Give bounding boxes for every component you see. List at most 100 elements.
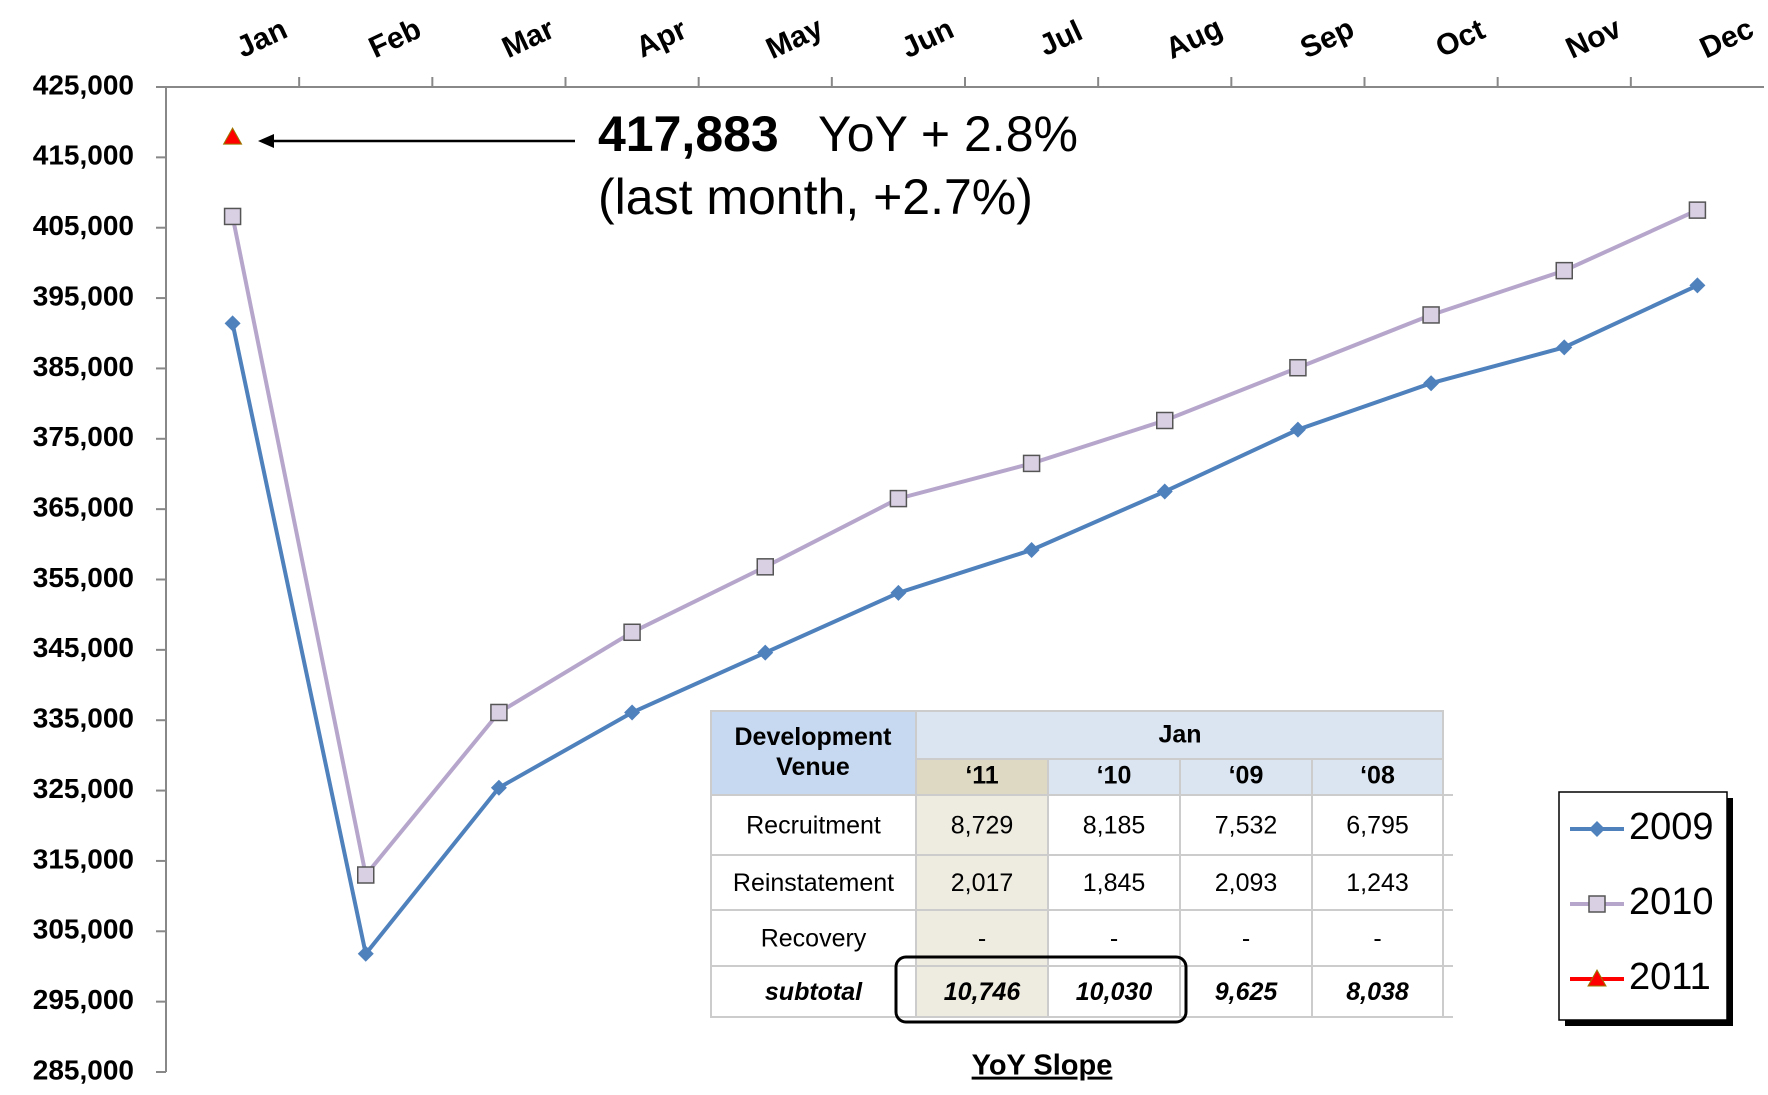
- y-tick-label: 405,000: [33, 210, 134, 241]
- data-point: [1423, 375, 1440, 392]
- legend-label: 2009: [1629, 806, 1714, 848]
- data-point: [1022, 454, 1041, 473]
- table-cell: -: [1242, 925, 1250, 953]
- y-tick-label: 305,000: [33, 914, 134, 945]
- data-point: [890, 584, 907, 601]
- x-tick-label: Mar: [497, 12, 560, 65]
- header-cell: [916, 759, 1048, 795]
- y-tick-label: 335,000: [33, 703, 134, 734]
- highlight-column: [916, 795, 1048, 1017]
- legend-marker: [1589, 821, 1605, 837]
- y-tick-label: 395,000: [33, 280, 134, 311]
- x-tick-label: Jul: [1034, 14, 1087, 62]
- table-cell: -: [1110, 925, 1118, 953]
- header-label: Jan: [1158, 721, 1201, 749]
- table-cell: 10,746: [944, 978, 1022, 1006]
- data-point: [1555, 261, 1573, 280]
- data-point: [490, 779, 507, 796]
- y-tick-label: 385,000: [33, 351, 134, 382]
- y-tick-label: 315,000: [33, 843, 134, 874]
- y-tick-label: 325,000: [33, 773, 134, 804]
- table-cell: 1,243: [1346, 869, 1409, 897]
- data-point: [889, 489, 908, 508]
- x-tick-label: Aug: [1161, 11, 1228, 66]
- x-tick-label: Sep: [1295, 12, 1359, 65]
- data-point: [1289, 358, 1307, 377]
- x-tick-label: Nov: [1561, 12, 1627, 66]
- data-point: [224, 315, 241, 332]
- table-cell: 1,845: [1083, 869, 1146, 897]
- table-cell: subtotal: [765, 978, 863, 1006]
- table-cell: 8,038: [1346, 978, 1409, 1006]
- data-table: Development Venue Jan ‘11 ‘10 ‘09 ‘08 Recruitme…: [710, 710, 1453, 1024]
- table-cell: -: [978, 925, 986, 953]
- y-tick-label: 425,000: [33, 69, 134, 100]
- column-label: ‘10: [1097, 762, 1132, 790]
- data-point: [1688, 201, 1707, 219]
- data-point: [222, 127, 243, 145]
- column-label: ‘11: [965, 762, 998, 790]
- x-tick-label: Dec: [1695, 12, 1759, 65]
- series-line: [230, 283, 1699, 959]
- table-caption: YoY Slope: [972, 1050, 1113, 1082]
- x-tick-label: Feb: [364, 12, 426, 64]
- table-cell: Recovery: [761, 925, 867, 953]
- table-cell: 7,532: [1215, 812, 1278, 840]
- data-point: [357, 945, 374, 962]
- data-point: [1289, 421, 1306, 438]
- y-tick-label: 365,000: [33, 492, 134, 523]
- table-cell: 9,625: [1215, 978, 1279, 1006]
- y-tick-label: 375,000: [33, 421, 134, 452]
- header-cell: [1312, 759, 1444, 795]
- annotation-last-month: (last month, +2.7%): [598, 169, 1033, 225]
- data-point: [490, 703, 508, 722]
- data-point: [1422, 306, 1440, 324]
- data-point: [756, 558, 774, 576]
- data-point: [623, 623, 641, 642]
- subtotal-highlight: [894, 955, 1188, 1024]
- series-line: [230, 208, 1699, 880]
- header-cell: [1180, 759, 1312, 795]
- x-tick-label: Oct: [1431, 13, 1490, 64]
- x-tick-label: Apr: [631, 13, 692, 65]
- legend-label: 2011: [1629, 956, 1711, 998]
- data-point: [1689, 277, 1706, 294]
- y-tick-label: 285,000: [33, 1054, 134, 1085]
- table-border: [710, 710, 1444, 1018]
- column-label: ‘09: [1229, 762, 1264, 790]
- legend-marker: [1587, 968, 1607, 987]
- header-cell: [1048, 759, 1180, 795]
- table-cell: 2,017: [951, 869, 1014, 897]
- data-point: [1556, 339, 1573, 356]
- table-cell: Reinstatement: [733, 869, 894, 897]
- table-cell: Recruitment: [746, 812, 881, 840]
- x-tick-label: May: [761, 11, 828, 66]
- annotation-value: 417,883: [598, 106, 779, 162]
- table-cell: -: [1373, 925, 1381, 953]
- annotation-yoy: YoY + 2.8%: [818, 106, 1078, 162]
- data-point: [357, 866, 375, 884]
- legend: 2009 2010 2011: [1558, 791, 1733, 1026]
- column-label: ‘08: [1360, 762, 1395, 790]
- table-cell: 2,093: [1215, 869, 1278, 897]
- legend-label: 2010: [1629, 881, 1714, 923]
- y-tick-label: 345,000: [33, 632, 134, 663]
- table-cell: 6,795: [1346, 812, 1409, 840]
- x-tick-label: Jun: [897, 12, 959, 64]
- header-cell: [916, 711, 1443, 759]
- y-tick-label: 295,000: [33, 984, 134, 1015]
- data-point: [624, 704, 641, 721]
- data-point: [757, 644, 774, 661]
- table-cell: 8,185: [1083, 812, 1146, 840]
- annotation-arrowhead: [258, 134, 274, 148]
- header-cell: [711, 711, 916, 795]
- data-point: [223, 207, 242, 226]
- legend-marker: [1588, 895, 1606, 913]
- table-cell: 8,729: [951, 812, 1014, 840]
- data-point: [1023, 541, 1040, 558]
- header-label: Development Venue: [735, 723, 893, 781]
- x-tick-label: Jan: [232, 13, 293, 65]
- table-cell: 10,030: [1076, 978, 1153, 1006]
- data-point: [1156, 483, 1173, 500]
